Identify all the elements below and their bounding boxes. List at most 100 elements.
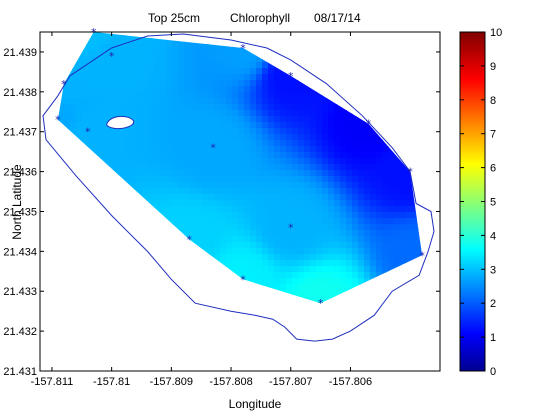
- heatmap-cell: [292, 248, 299, 255]
- heatmap-cell: [94, 80, 101, 87]
- heatmap-cell: [148, 98, 155, 105]
- heatmap-cell: [376, 182, 383, 189]
- heatmap-cell: [196, 146, 203, 153]
- heatmap-cell: [112, 74, 119, 81]
- heatmap-cell: [322, 146, 329, 153]
- heatmap-cell: [310, 212, 317, 219]
- heatmap-cell: [82, 134, 89, 141]
- heatmap-cell: [286, 278, 293, 285]
- heatmap-cell: [154, 80, 161, 87]
- heatmap-cell: [256, 224, 263, 231]
- x-tick-label: -157.808: [209, 376, 252, 388]
- heatmap-cell: [130, 92, 137, 99]
- heatmap-cell: [124, 68, 131, 75]
- heatmap-cell: [226, 122, 233, 129]
- heatmap-cell: [208, 152, 215, 159]
- heatmap-cell: [394, 194, 401, 201]
- heatmap-cell: [112, 152, 119, 159]
- heatmap-cell: [292, 134, 299, 141]
- heatmap-cell: [88, 62, 95, 69]
- heatmap-cell: [226, 218, 233, 225]
- heatmap-cell: [274, 188, 281, 195]
- heatmap-cell: [262, 98, 269, 105]
- heatmap-cell: [118, 134, 125, 141]
- heatmap-cell: [244, 200, 251, 207]
- heatmap-cell: [106, 116, 113, 123]
- heatmap-cell: [382, 176, 389, 183]
- heatmap-cell: [268, 224, 275, 231]
- heatmap-cell: [94, 128, 101, 135]
- heatmap-cell: [178, 134, 185, 141]
- heatmap-cell: [280, 164, 287, 171]
- heatmap-cell: [208, 248, 215, 255]
- heatmap-cell: [226, 242, 233, 249]
- heatmap-cell: [226, 182, 233, 189]
- heatmap-cell: [94, 116, 101, 123]
- heatmap-cell: [154, 170, 161, 177]
- heatmap-cell: [376, 266, 383, 273]
- heatmap-cell: [358, 158, 365, 165]
- heatmap-cell: [268, 242, 275, 249]
- heatmap-cell: [154, 62, 161, 69]
- heatmap-cell: [328, 98, 335, 105]
- heatmap-cell: [184, 194, 191, 201]
- heatmap-cell: [334, 170, 341, 177]
- heatmap-cell: [376, 134, 383, 141]
- heatmap-cell: [256, 92, 263, 99]
- heatmap-cell: [196, 68, 203, 75]
- heatmap-cell: [220, 56, 227, 63]
- heatmap-cell: [196, 92, 203, 99]
- heatmap-cell: [82, 74, 89, 81]
- heatmap-cell: [202, 188, 209, 195]
- heatmap-cell: [64, 92, 71, 99]
- heatmap-cell: [340, 218, 347, 225]
- heatmap-cell: [250, 254, 257, 261]
- heatmap-cell: [274, 68, 281, 75]
- heatmap-cell: [244, 122, 251, 129]
- heatmap-cell: [388, 260, 395, 267]
- heatmap-cell: [352, 182, 359, 189]
- heatmap-cell: [262, 104, 269, 111]
- heatmap-cell: [346, 158, 353, 165]
- heatmap-cell: [202, 140, 209, 147]
- heatmap-cell: [178, 212, 185, 219]
- heatmap-cell: [136, 68, 143, 75]
- heatmap-cell: [184, 50, 191, 57]
- heatmap-cell: [184, 62, 191, 69]
- heatmap-cell: [226, 254, 233, 261]
- heatmap-cell: [76, 74, 83, 81]
- heatmap-cell: [364, 230, 371, 237]
- heatmap-cell: [118, 74, 125, 81]
- colorbar-tick-label: 6: [490, 163, 496, 175]
- heatmap-cell: [274, 260, 281, 267]
- heatmap-cell: [136, 164, 143, 171]
- heatmap-cell: [358, 146, 365, 153]
- heatmap-cell: [232, 230, 239, 237]
- heatmap-cell: [316, 128, 323, 135]
- heatmap-cell: [208, 200, 215, 207]
- heatmap-cell: [322, 110, 329, 117]
- heatmap-cell: [268, 122, 275, 129]
- heatmap-cell: [298, 230, 305, 237]
- heatmap-cell: [388, 254, 395, 261]
- heatmap-cell: [178, 44, 185, 51]
- heatmap-cell: [118, 140, 125, 147]
- heatmap-cell: [100, 116, 107, 123]
- heatmap-cell: [148, 194, 155, 201]
- heatmap-cell: [184, 164, 191, 171]
- heatmap-cell: [220, 254, 227, 261]
- station-marker: *: [288, 70, 294, 83]
- heatmap-cell: [160, 74, 167, 81]
- heatmap-cell: [262, 212, 269, 219]
- heatmap-cell: [262, 128, 269, 135]
- heatmap-cell: [328, 254, 335, 261]
- heatmap-cell: [250, 170, 257, 177]
- heatmap-cell: [178, 224, 185, 231]
- heatmap-cell: [100, 74, 107, 81]
- heatmap-cell: [214, 242, 221, 249]
- heatmap-cell: [358, 122, 365, 129]
- heatmap-cell: [274, 284, 281, 291]
- heatmap-cell: [334, 212, 341, 219]
- heatmap-cell: [148, 170, 155, 177]
- heatmap-cell: [286, 122, 293, 129]
